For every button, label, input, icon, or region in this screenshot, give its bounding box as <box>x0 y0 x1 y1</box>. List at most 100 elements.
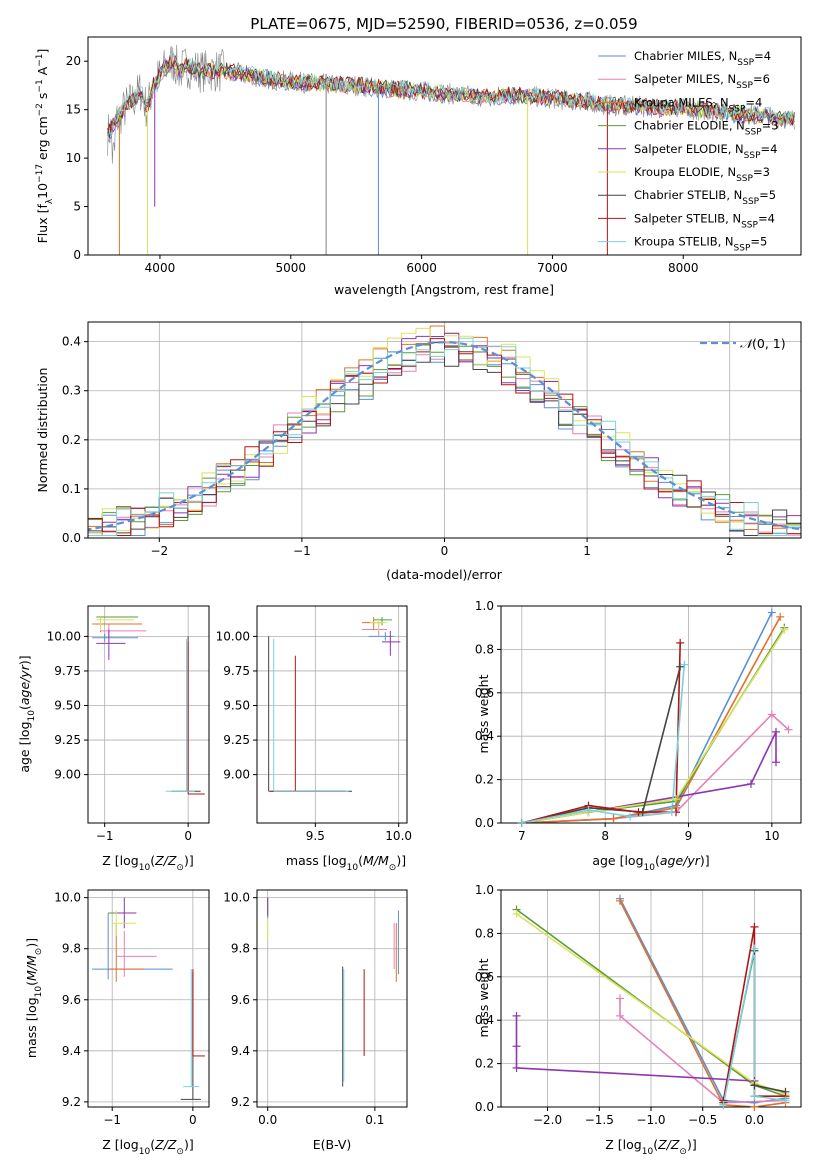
y-tick-label: 1.0 <box>475 883 494 897</box>
legend-entry: 𝒩(0, 1) <box>740 336 786 351</box>
y-tick-label: 15 <box>66 103 81 117</box>
y-tick-label: 9.6 <box>62 993 81 1007</box>
y-tick-label: 20 <box>66 54 81 68</box>
x-axis-label: E(B-V) <box>313 1137 352 1152</box>
legend-entry: Chabrier STELIB, NSSP=5 <box>634 188 776 207</box>
y-tick-label: 0.6 <box>475 970 494 984</box>
y-axis-label: age [log10(age/yr)] <box>17 655 37 772</box>
x-tick-label: 9 <box>685 829 693 843</box>
y-tick-label: 9.00 <box>223 768 250 782</box>
y-tick-label: 0.8 <box>475 926 494 940</box>
legend-entry: Kroupa ELODIE, NSSP=3 <box>634 165 770 184</box>
x-tick-label: 10.0 <box>385 829 412 843</box>
y-tick-label: 10.0 <box>223 891 250 905</box>
series-line-chabrier_elodie <box>521 627 785 823</box>
histogram-kroupa_stelib <box>88 337 801 536</box>
x-tick-label: −1.0 <box>636 1113 665 1127</box>
figure-title: PLATE=0675, MJD=52590, FIBERID=0536, z=0… <box>250 15 637 33</box>
gaussian-curve <box>88 341 801 531</box>
plot-area <box>501 890 801 1107</box>
legend: Chabrier MILES, NSSP=4 Salpeter MILES, NS… <box>598 49 779 254</box>
series-line-kroupa_stelib <box>722 947 786 1105</box>
x-tick-label: 0.0 <box>745 1113 764 1127</box>
residuals-panel: −2 −1 0 1 2 0.0 0.1 0.2 0.3 0.4 (data-model)/error… <box>35 321 802 582</box>
y-tick-label: 0.0 <box>475 816 494 830</box>
y-tick-label: 9.2 <box>231 1095 250 1109</box>
axes-frame <box>87 605 210 824</box>
y-tick-label: 9.50 <box>223 699 250 713</box>
y-tick-label: 9.75 <box>54 664 81 678</box>
legend-entry: Kroupa MILES, NSSP=4 <box>634 95 762 114</box>
x-tick-label: 0.0 <box>258 1113 277 1127</box>
plot-area <box>257 890 407 1107</box>
age-vs-metallicity-panel: −1 0 9.00 9.25 9.50 9.75 10.00 Z [log10(Z/Z⊙)] a… <box>17 605 210 873</box>
spectrum-panel: 4000 5000 6000 7000 8000 0 5 10 15 20 wavelength [… <box>35 36 802 297</box>
plot-area <box>88 606 209 823</box>
series-line-kroupa_elodie <box>521 629 785 823</box>
x-axis-label: Z [log10(Z/Z⊙)] <box>102 1137 193 1157</box>
y-tick-label: 0.2 <box>475 1057 494 1071</box>
axes-frame <box>500 605 802 824</box>
x-tick-label: −1 <box>96 829 114 843</box>
x-tick-label: 8 <box>601 829 609 843</box>
x-tick-label: 7000 <box>537 261 568 275</box>
y-tick-label: 0.2 <box>62 433 81 447</box>
legend-entry: Salpeter ELODIE, NSSP=4 <box>634 142 777 161</box>
series-line-kroupa_miles <box>619 900 786 1107</box>
y-tick-label: 9.8 <box>62 942 81 956</box>
y-axis-label: mass [log10(M/M⊙)] <box>24 938 44 1058</box>
y-tick-label: 0.4 <box>475 1013 494 1027</box>
legend-entry: Chabrier ELODIE, NSSP=3 <box>634 119 779 138</box>
axes-frame <box>87 36 802 256</box>
series-line-salpeter_miles <box>521 713 790 823</box>
x-axis-label: age [log10(age/yr)] <box>592 853 709 873</box>
series-line-salpeter_stelib <box>521 642 681 823</box>
x-tick-label: −2 <box>150 544 168 558</box>
x-tick-label: 9.5 <box>306 829 325 843</box>
x-tick-label: 10 <box>764 829 779 843</box>
age-vs-mass-panel: 9.5 10.0 9.00 9.25 9.50 9.75 10.00 mass [log10(… <box>216 605 412 873</box>
x-axis-label: Z [log10(Z/Z⊙)] <box>605 1137 696 1157</box>
y-tick-label: 0.4 <box>475 729 494 743</box>
y-tick-label: 0.0 <box>475 1100 494 1114</box>
y-tick-label: 9.75 <box>223 664 250 678</box>
x-tick-label: 0 <box>184 829 192 843</box>
x-tick-label: −0.5 <box>688 1113 717 1127</box>
weight-vs-age-panel: 7 8 9 10 0.0 0.2 0.4 0.6 0.8 1.0 age [log10(age/yr… <box>475 599 802 873</box>
y-tick-label: 9.4 <box>62 1044 81 1058</box>
x-tick-label: 8000 <box>668 261 699 275</box>
axes-frame <box>256 605 408 824</box>
x-axis-label: Z [log10(Z/Z⊙)] <box>102 853 193 873</box>
axes-frame <box>87 889 210 1108</box>
y-tick-label: 10.00 <box>47 629 81 643</box>
y-tick-label: 9.00 <box>54 768 81 782</box>
y-axis-label: mass weight <box>476 958 491 1037</box>
x-tick-label: 0 <box>189 1113 197 1127</box>
y-tick-label: 0.1 <box>62 482 81 496</box>
y-axis-label: Normed distribution <box>35 368 50 493</box>
x-tick-label: 6000 <box>406 261 437 275</box>
y-tick-label: 0.3 <box>62 384 81 398</box>
x-tick-label: 2 <box>726 544 734 558</box>
y-tick-label: 9.50 <box>54 699 81 713</box>
x-axis-label: mass [log10(M/M⊙)] <box>286 853 406 873</box>
plot-area <box>88 890 209 1107</box>
y-tick-label: 5 <box>73 200 81 214</box>
x-tick-label: 5000 <box>276 261 307 275</box>
y-tick-label: 1.0 <box>475 599 494 613</box>
y-tick-label: 9.4 <box>231 1044 250 1058</box>
y-tick-label: 0.2 <box>475 773 494 787</box>
y-tick-label: 9.2 <box>62 1095 81 1109</box>
axes-frame <box>256 889 408 1108</box>
y-tick-label: 0.0 <box>62 531 81 545</box>
series-line-chabrier_miles <box>521 612 773 823</box>
legend-entry: Salpeter MILES, NSSP=6 <box>634 72 770 91</box>
plot-area <box>257 606 407 823</box>
x-tick-label: −1 <box>103 1113 121 1127</box>
y-tick-label: 9.8 <box>231 942 250 956</box>
y-tick-label: 0.4 <box>62 335 81 349</box>
x-axis-label: (data-model)/error <box>386 567 503 582</box>
mass-vs-metallicity-panel: −1 0 9.2 9.4 9.6 9.8 10.0 Z [log10(Z/Z⊙)] mass [… <box>24 889 210 1157</box>
mass-vs-ebv-panel: 0.0 0.1 9.2 9.4 9.6 9.8 10.0 E(B-V) <box>223 889 408 1152</box>
